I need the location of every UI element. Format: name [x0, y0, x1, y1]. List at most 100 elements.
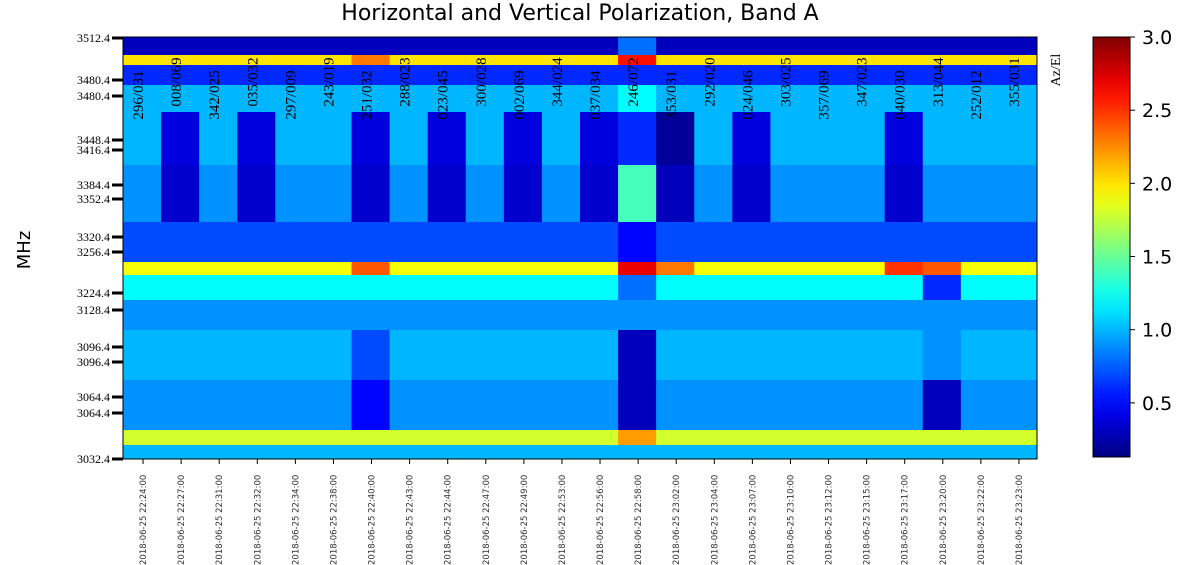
- heatmap-cell: [465, 55, 505, 66]
- heatmap-cell: [275, 165, 314, 223]
- heatmap-cell: [732, 37, 771, 56]
- heatmap-cell: [465, 430, 505, 446]
- heatmap-cell: [580, 165, 619, 223]
- heatmap-cell: [656, 55, 695, 66]
- heatmap-cell: [656, 445, 695, 460]
- heatmap-cell: [199, 275, 238, 301]
- heatmap-cell: [465, 85, 505, 113]
- heatmap-cell: [998, 380, 1038, 431]
- heatmap-cell: [618, 430, 657, 446]
- heatmap-cell: [770, 65, 809, 86]
- plot-frame: [122, 36, 1038, 460]
- heatmap-cell: [846, 330, 886, 381]
- az-el-label: 297/009: [283, 70, 299, 119]
- az-el-label: 037/034: [588, 70, 604, 120]
- az-el-label: 243/019: [321, 57, 337, 106]
- heatmap-cell: [541, 380, 581, 431]
- heatmap-cell: [846, 112, 886, 166]
- heatmap-cell: [503, 222, 543, 263]
- az-el-label: 353/031: [664, 70, 680, 119]
- heatmap-cell: [922, 262, 962, 276]
- heatmap-cell: [580, 112, 619, 166]
- heatmap-cell: [123, 430, 162, 446]
- heatmap-cell: [427, 55, 467, 66]
- heatmap-cell: [351, 55, 391, 66]
- heatmap-cell: [503, 165, 543, 223]
- heatmap-cell: [541, 85, 581, 113]
- heatmap-cell: [541, 37, 581, 56]
- az-el-label: 246/072: [626, 57, 642, 106]
- heatmap-cell: [389, 380, 429, 431]
- heatmap-cell: [846, 275, 886, 301]
- heatmap-cell: [351, 262, 391, 276]
- x-tick-label: 2018-06-25 23:22:00: [977, 475, 987, 565]
- heatmap-cell: [503, 445, 543, 460]
- y-tick-label: 3384.4: [77, 178, 110, 192]
- heatmap-cell: [541, 275, 581, 301]
- heatmap-cell: [846, 445, 886, 460]
- heatmap-cell: [656, 112, 695, 166]
- heatmap-cell: [123, 330, 162, 381]
- heatmap-cell: [199, 165, 238, 223]
- heatmap-cell: [770, 165, 809, 223]
- heatmap-cell: [884, 275, 924, 301]
- heatmap-cell: [580, 85, 619, 113]
- heatmap-cell: [922, 330, 962, 381]
- heatmap-cell: [313, 85, 352, 113]
- heatmap-cell: [465, 262, 505, 276]
- heatmap-cell: [580, 37, 619, 56]
- y-tick-label: 3320.4: [77, 230, 110, 244]
- heatmap-cell: [732, 300, 771, 331]
- heatmap-cell: [427, 380, 467, 431]
- heatmap-cell: [580, 330, 619, 381]
- heatmap-cell: [161, 222, 200, 263]
- heatmap-cell: [694, 55, 733, 66]
- heatmap-cell: [618, 445, 657, 460]
- heatmap-cell: [732, 222, 771, 263]
- x-tick-label: 2018-06-25 23:17:00: [901, 475, 911, 565]
- heatmap-cell: [998, 445, 1038, 460]
- heatmap-cell: [275, 37, 314, 56]
- heatmap-cell: [199, 445, 238, 460]
- heatmap-cell: [541, 445, 581, 460]
- y-tick-label: 3480.4: [77, 89, 110, 103]
- heatmap-cell: [656, 165, 695, 223]
- heatmap-cell: [656, 430, 695, 446]
- heatmap-cell: [123, 165, 162, 223]
- heatmap-cell: [541, 55, 581, 66]
- heatmap-cell: [161, 262, 200, 276]
- heatmap-cell: [427, 445, 467, 460]
- heatmap-cell: [427, 330, 467, 381]
- heatmap-cell: [808, 380, 848, 431]
- y-tick-label: 3352.4: [77, 192, 110, 206]
- heatmap-cell: [313, 37, 352, 56]
- heatmap-cell: [884, 65, 924, 86]
- heatmap-cell: [503, 430, 543, 446]
- heatmap-cell: [580, 222, 619, 263]
- heatmap-cell: [541, 262, 581, 276]
- az-el-label: 292/020: [702, 57, 718, 106]
- az-el-label: 357/069: [817, 70, 833, 119]
- heatmap-cell: [656, 300, 695, 331]
- heatmap-cell: [656, 65, 695, 86]
- heatmap-cell: [465, 380, 505, 431]
- heatmap-cell: [998, 275, 1038, 301]
- heatmap-cell: [732, 112, 771, 166]
- heatmap-cell: [922, 380, 962, 431]
- heatmap-cell: [389, 165, 429, 223]
- heatmap-cell: [161, 65, 200, 86]
- heatmap-cell: [427, 85, 467, 113]
- heatmap-cell: [694, 275, 733, 301]
- heatmap-cell: [998, 222, 1038, 263]
- heatmap-cell: [846, 85, 886, 113]
- heatmap-cell: [922, 275, 962, 301]
- y-tick-label: 3448.4: [77, 133, 110, 147]
- heatmap-cell: [161, 445, 200, 460]
- heatmap-cell: [694, 37, 733, 56]
- heatmap-cell: [237, 330, 276, 381]
- heatmap-cell: [237, 262, 276, 276]
- x-tick-label: 2018-06-25 22:34:00: [291, 475, 301, 565]
- az-el-label: 035/032: [245, 57, 261, 106]
- heatmap-cell: [846, 55, 886, 66]
- y-tick-label: 3416.4: [77, 143, 110, 157]
